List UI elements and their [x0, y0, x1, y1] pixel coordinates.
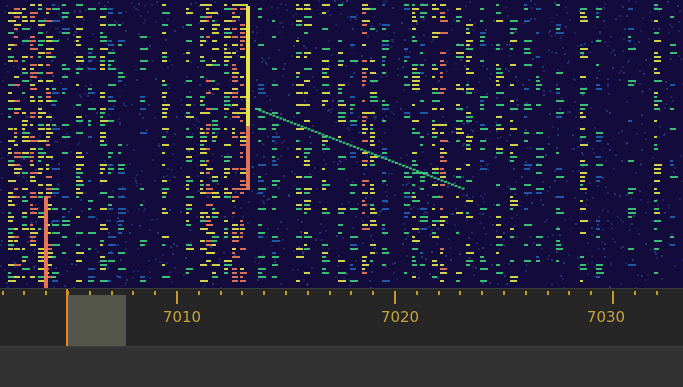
minor-tick — [154, 291, 156, 295]
frequency-scale[interactable]: 7010 7020 7030 — [0, 288, 683, 347]
minor-tick — [656, 291, 658, 295]
minor-tick — [111, 291, 113, 295]
minor-tick — [198, 291, 200, 295]
bottom-panel — [0, 346, 683, 387]
minor-tick — [263, 291, 265, 295]
minor-tick — [45, 291, 47, 295]
freq-label-7030: 7030 — [586, 308, 626, 326]
minor-tick — [132, 291, 134, 295]
minor-tick — [285, 291, 287, 295]
freq-label-7010: 7010 — [162, 308, 202, 326]
major-tick — [612, 291, 614, 304]
minor-tick — [89, 291, 91, 295]
minor-tick — [568, 291, 570, 295]
minor-tick — [481, 291, 483, 295]
minor-tick — [372, 291, 374, 295]
minor-tick — [23, 291, 25, 295]
minor-tick — [634, 291, 636, 295]
major-tick — [176, 291, 178, 304]
minor-tick — [67, 291, 69, 295]
minor-tick — [220, 291, 222, 295]
minor-tick — [438, 291, 440, 295]
passband-filter[interactable] — [68, 295, 126, 347]
minor-tick — [590, 291, 592, 295]
minor-tick — [329, 291, 331, 295]
tuning-marker[interactable] — [66, 289, 68, 347]
minor-tick — [416, 291, 418, 295]
waterfall-canvas[interactable] — [0, 0, 683, 288]
minor-tick — [525, 291, 527, 295]
minor-tick — [241, 291, 243, 295]
minor-tick — [350, 291, 352, 295]
major-tick — [394, 291, 396, 304]
waterfall-texture — [0, 0, 683, 288]
freq-label-7020: 7020 — [380, 308, 420, 326]
minor-tick — [459, 291, 461, 295]
minor-tick — [2, 291, 4, 295]
minor-tick — [307, 291, 309, 295]
minor-tick — [503, 291, 505, 295]
minor-tick — [547, 291, 549, 295]
waterfall-display[interactable] — [0, 0, 683, 288]
